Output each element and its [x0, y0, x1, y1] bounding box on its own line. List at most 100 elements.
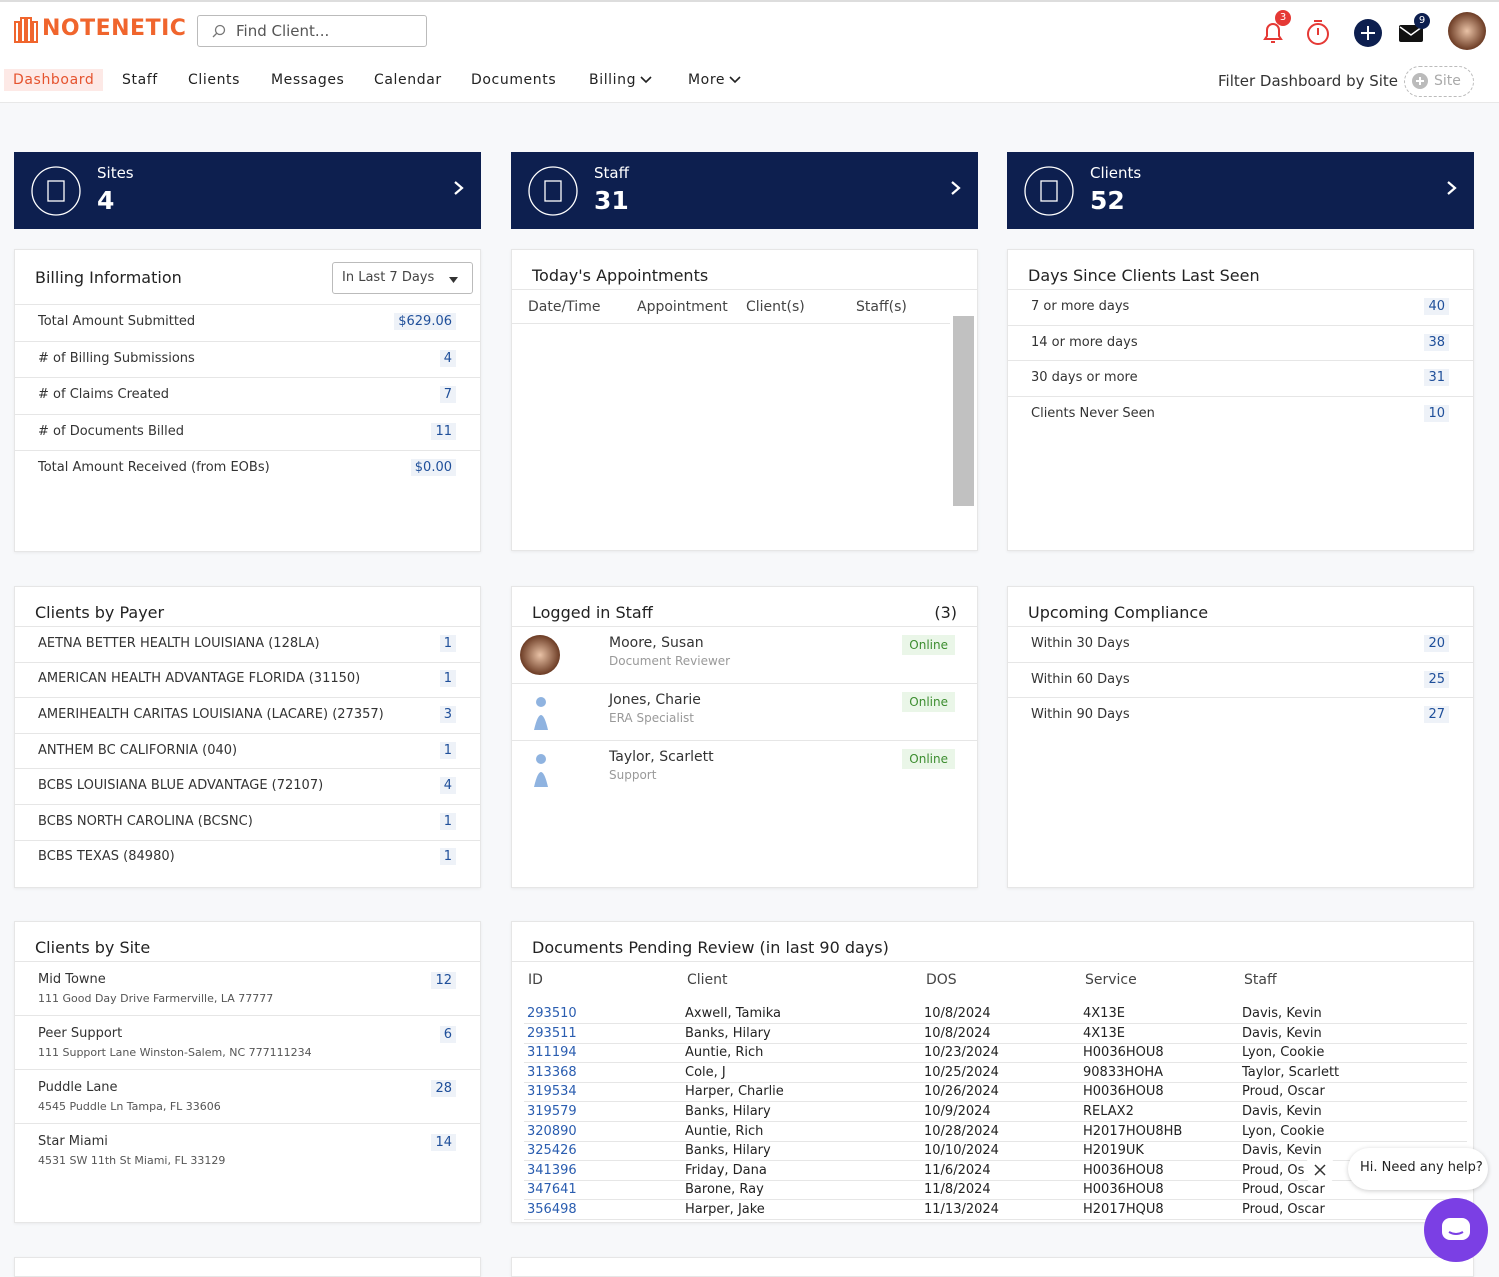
site-filter[interactable]: Site [1404, 66, 1474, 97]
row-line [524, 1140, 1467, 1142]
chevron [640, 76, 652, 84]
site-count: 14 [431, 1134, 456, 1151]
document-id[interactable]: 311194 [527, 1045, 577, 1061]
nav-item[interactable]: Documents [471, 72, 556, 88]
cell: Proud, Oscar [1242, 1202, 1325, 1217]
row-line [524, 1179, 1467, 1181]
row-count: 1 [439, 812, 456, 830]
card-title: Clients by Site [35, 938, 151, 957]
row-label: # of Claims Created [38, 387, 169, 403]
column-header: Client [687, 972, 728, 988]
sites-card: Clients by Site Mid Towne 111 Good Day Dri… [14, 921, 481, 1223]
staff-role: Support [609, 768, 657, 782]
nav-item[interactable]: Clients [188, 72, 240, 88]
cell: H2019UK [1083, 1143, 1144, 1159]
summary-card[interactable]: Clients 52 [1007, 152, 1474, 229]
nav-item[interactable]: Messages [271, 72, 344, 88]
row-label: 7 or more days [1031, 298, 1130, 314]
list-row: # of Claims Created 7 [15, 377, 480, 414]
nav-item[interactable]: Calendar [374, 72, 442, 88]
search-box[interactable]: Find Client... [197, 15, 427, 47]
summary-label: Clients [1090, 164, 1142, 182]
arrow [951, 181, 961, 195]
summary-card[interactable]: Sites 4 [14, 152, 481, 229]
logo: NOTENETIC [42, 16, 187, 41]
nav-label: Messages [271, 72, 345, 88]
nav-item[interactable]: More [688, 72, 741, 88]
nav-label: More [688, 72, 726, 88]
column-header: Service [1085, 972, 1137, 988]
card-title: Days Since Clients Last Seen [1028, 266, 1260, 285]
site-placeholder: Site [1434, 73, 1461, 89]
row-line [524, 1062, 1467, 1064]
site-count: 6 [439, 1026, 456, 1043]
document-id[interactable]: 347641 [527, 1182, 577, 1198]
mail-icon[interactable] [1398, 22, 1424, 44]
staff-name: Taylor, Scarlett [609, 749, 714, 765]
card-title: Documents Pending Review (in last 90 day… [532, 938, 889, 957]
chat-message: Hi. Need any help? [1360, 1160, 1483, 1175]
nav-item[interactable]: Dashboard [4, 69, 104, 91]
document-id[interactable]: 356498 [527, 1202, 577, 1217]
document-id[interactable]: 319534 [527, 1084, 577, 1100]
chat-launcher[interactable] [1424, 1198, 1488, 1262]
cell: H0036HOU8 [1083, 1045, 1164, 1061]
arrow [1447, 181, 1457, 195]
timer-icon[interactable] [1305, 18, 1333, 48]
document-id[interactable]: 293511 [527, 1025, 577, 1041]
document-id[interactable]: 313368 [527, 1064, 577, 1080]
cell: Davis, Kevin [1242, 1025, 1322, 1041]
staff-name: Moore, Susan [609, 635, 704, 651]
chat-close[interactable] [1303, 1153, 1337, 1187]
site-count: 12 [431, 972, 456, 989]
row-label: Total Amount Received (from EOBs) [38, 460, 270, 476]
site-name: Peer Support [38, 1026, 123, 1041]
nav-item[interactable]: Staff [122, 72, 158, 88]
payers-card: Clients by Payer AETNA BETTER HEALTH LOUI… [14, 586, 481, 888]
site-row: Peer Support 111 Support Lane Winston-Sal… [15, 1015, 480, 1069]
row-label: BCBS LOUISIANA BLUE ADVANTAGE (72107) [38, 778, 324, 794]
scrollbar[interactable] [953, 316, 974, 506]
cell: Harper, Jake [685, 1202, 765, 1217]
nav-label: Calendar [374, 72, 442, 88]
appointments-card: Today's Appointments Date/Time Appointment… [511, 249, 978, 551]
cell: Davis, Kevin [1242, 1143, 1322, 1159]
nav-item[interactable]: Billing [589, 72, 652, 88]
nav-label: Billing [589, 72, 637, 88]
row-line [524, 1101, 1467, 1103]
cell: 10/26/2024 [924, 1084, 999, 1100]
document-id[interactable]: 293510 [527, 1006, 577, 1021]
site-name: Mid Towne [38, 972, 106, 987]
message-badge: 9 [1414, 13, 1430, 29]
list-row: AMERIHEALTH CARITAS LOUISIANA (LACARE) (… [15, 697, 480, 733]
bell-icon[interactable] [1261, 20, 1285, 46]
document-id[interactable]: 325426 [527, 1143, 577, 1159]
cell: Banks, Hilary [685, 1104, 771, 1119]
cell: Lyon, Cookie [1242, 1123, 1325, 1139]
top-bar: NOTENETIC Find Client... 3 9 Dashboard St… [0, 0, 1499, 103]
row-count: 27 [1424, 706, 1449, 724]
list-row: ANTHEM BC CALIFORNIA (040) 1 [15, 732, 480, 769]
staff-status: Online [902, 749, 955, 769]
summary-card[interactable]: Staff 31 [511, 152, 978, 229]
document-id[interactable]: 320890 [527, 1123, 577, 1139]
cell: 11/6/2024 [924, 1162, 991, 1178]
row-label: # of Documents Billed [38, 423, 184, 439]
site-row: Mid Towne 111 Good Day Drive Farmerville,… [15, 961, 480, 1015]
list-row: Total Amount Submitted $629.06 [15, 304, 480, 341]
staff-count: (3) [934, 603, 957, 622]
row-label: AMERICAN HEALTH ADVANTAGE FLORIDA (31150… [38, 671, 361, 687]
document-id[interactable]: 341396 [527, 1162, 577, 1178]
last-seen-card: Days Since Clients Last Seen 7 or more da… [1007, 249, 1474, 551]
document-id[interactable]: 319579 [527, 1104, 577, 1119]
column-header: Date/Time [528, 299, 601, 315]
add-button[interactable] [1353, 18, 1383, 48]
list-row: Within 30 Days 20 [1008, 626, 1473, 662]
chat-bubble[interactable]: Hi. Need any help? [1348, 1148, 1488, 1190]
card-partial [14, 1257, 481, 1277]
cell: H2017HQU8 [1083, 1202, 1164, 1217]
row-count: 1 [439, 741, 456, 759]
period-select[interactable]: In Last 7 Days [332, 262, 473, 294]
row-count: $629.06 [394, 313, 456, 331]
user-avatar[interactable] [1447, 11, 1487, 51]
